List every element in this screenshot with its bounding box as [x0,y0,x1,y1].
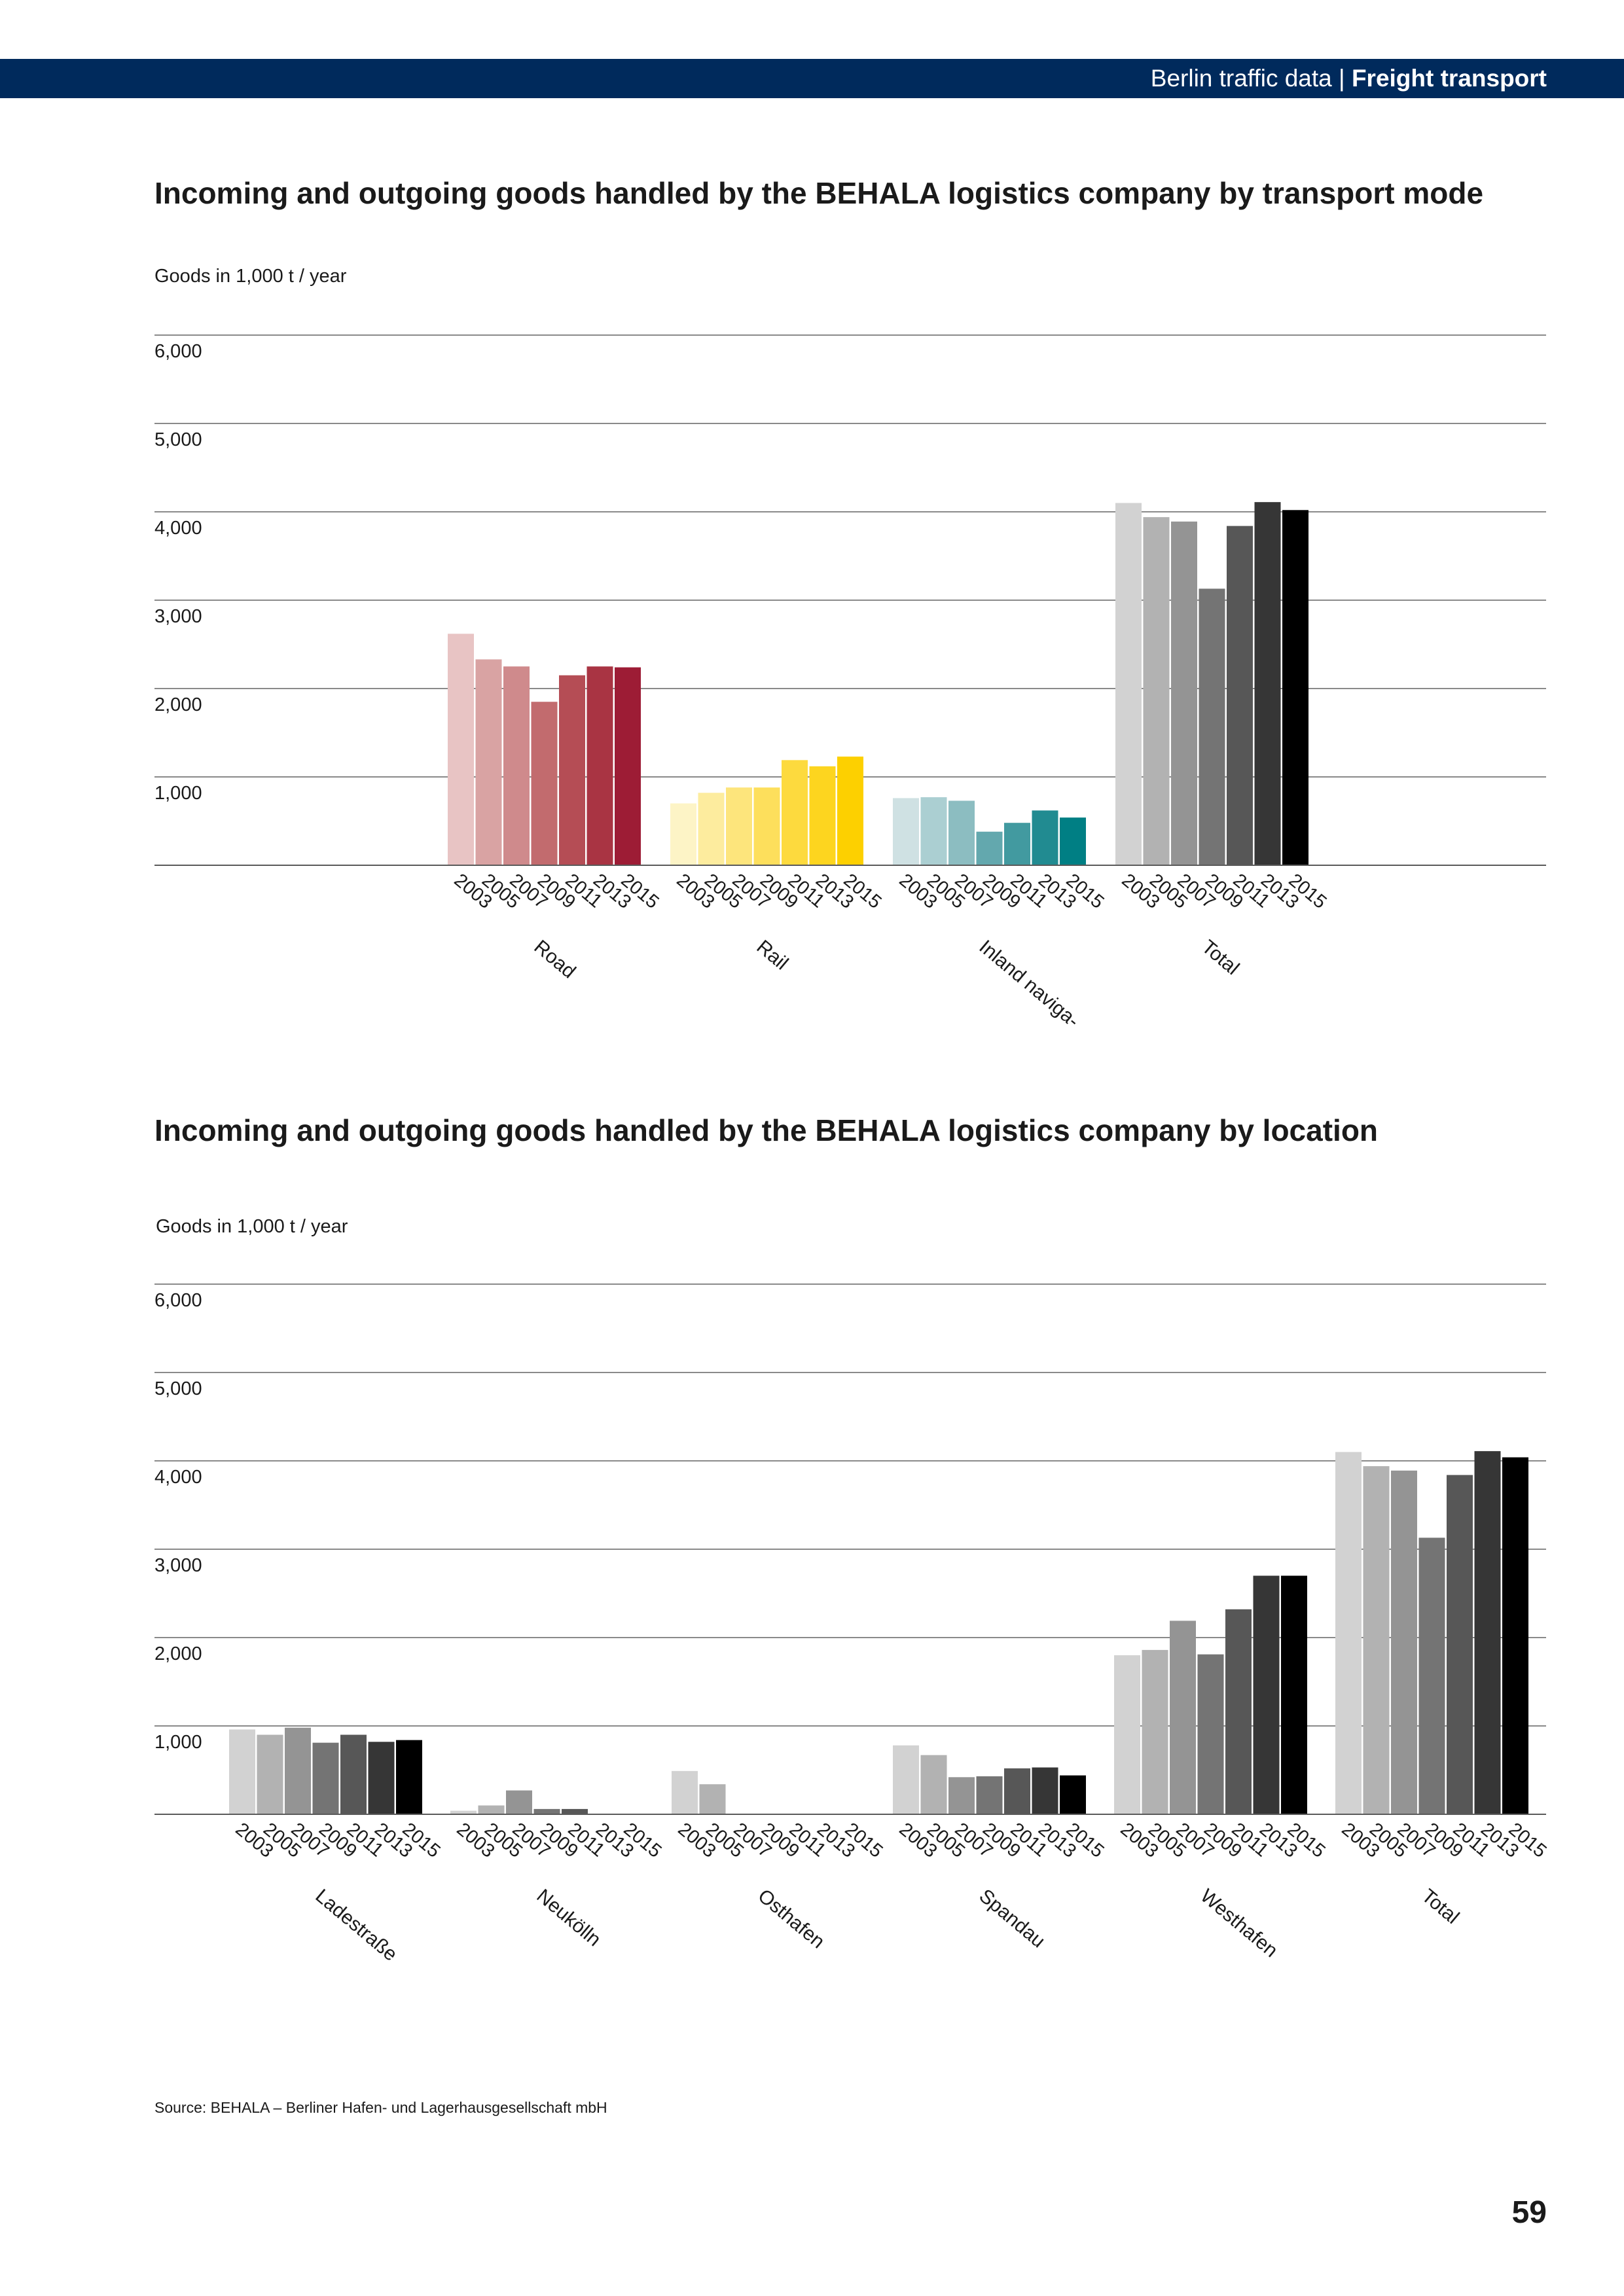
bar [562,1809,588,1814]
bar [1114,1655,1140,1814]
category-label: Westhafen [1197,1885,1282,1962]
bar [893,798,919,865]
y-tick-label: 5,000 [154,1378,202,1399]
bar [1502,1458,1528,1814]
header-text: Berlin traffic data | Freight transport [1151,59,1547,98]
bar [506,1791,532,1814]
page-number: 59 [1512,2195,1547,2231]
bar [532,702,558,865]
header-bar: Berlin traffic data | Freight transport [0,59,1624,98]
y-tick-label: 1,000 [154,783,202,804]
bar [257,1735,283,1815]
category-label: Ladestraße [312,1885,401,1965]
header-title: Berlin traffic data [1151,65,1332,92]
bar [893,1746,919,1814]
bar-chart-transport-mode: 1,0002,0003,0004,0005,0006,0002003200520… [0,308,1624,1054]
bar [1475,1451,1501,1814]
category-label: Road [530,936,580,982]
header-section: Freight transport [1352,65,1547,92]
bar [1032,1767,1058,1814]
bar [1032,810,1058,865]
y-axis-unit-location: Goods in 1,000 t / year [156,1216,348,1238]
y-tick-label: 3,000 [154,1555,202,1576]
bar [396,1740,422,1814]
bar [229,1729,255,1814]
bar [1004,823,1030,865]
bar [1199,588,1225,865]
bar [782,760,808,865]
category-label: Neukölln [533,1885,605,1950]
bar [670,804,696,866]
bar [1144,517,1170,865]
bar [698,793,725,865]
bar [754,787,780,865]
bar [285,1728,311,1814]
bar [559,675,585,865]
bar [1115,503,1142,866]
bar [534,1809,560,1814]
bar [1282,510,1308,865]
bar [1198,1655,1224,1814]
category-label: Total [1198,936,1244,979]
category-label: Inland naviga- [975,936,1084,1031]
bar [1171,522,1197,865]
bar [1447,1475,1473,1814]
category-label: Spandau [975,1885,1049,1952]
bar [700,1784,726,1814]
bar [948,1777,975,1814]
bar [1391,1471,1417,1814]
y-tick-label: 2,000 [154,1643,202,1664]
bar [1255,502,1281,865]
bar [837,757,863,865]
bar [921,797,947,865]
bar [1363,1466,1390,1814]
y-tick-label: 4,000 [154,518,202,539]
bar [615,668,641,865]
bar [476,659,502,865]
bar-chart-location: 1,0002,0003,0004,0005,0006,0002003200520… [0,1258,1624,1991]
bar [1227,526,1253,865]
bar [478,1806,505,1815]
bar [726,787,752,865]
category-label: Total [1418,1885,1464,1928]
bar [313,1743,339,1814]
y-tick-label: 6,000 [154,1290,202,1311]
bar [1004,1768,1030,1814]
bar [810,766,836,865]
bar [1060,817,1086,865]
bar [1225,1609,1252,1814]
bar [672,1771,698,1814]
bar [1335,1452,1362,1815]
bar [1254,1576,1280,1815]
bar [1170,1621,1196,1814]
bar [977,832,1003,865]
header-separator: | [1339,65,1345,92]
y-tick-label: 5,000 [154,429,202,450]
bar [1142,1650,1168,1814]
category-label: Rail [753,936,793,975]
bar [921,1755,947,1814]
bar [369,1742,395,1814]
y-tick-label: 1,000 [154,1732,202,1753]
y-tick-label: 6,000 [154,341,202,362]
bar [1419,1537,1445,1814]
chart-title-location: Incoming and outgoing goods handled by t… [154,1113,1378,1148]
bar [1060,1776,1086,1814]
category-label: Osthafen [754,1885,829,1953]
source-note: Source: BEHALA – Berliner Hafen- und Lag… [154,2099,607,2117]
chart-title-transport-mode: Incoming and outgoing goods handled by t… [154,175,1483,211]
bar [503,666,530,865]
y-tick-label: 4,000 [154,1467,202,1488]
bar [977,1776,1003,1814]
y-tick-label: 3,000 [154,606,202,627]
bar [340,1735,367,1815]
y-tick-label: 2,000 [154,694,202,715]
bar [1281,1576,1307,1815]
y-axis-unit-transport-mode: Goods in 1,000 t / year [154,266,346,287]
bar [587,666,613,865]
bar [448,634,474,865]
bar [948,800,975,865]
